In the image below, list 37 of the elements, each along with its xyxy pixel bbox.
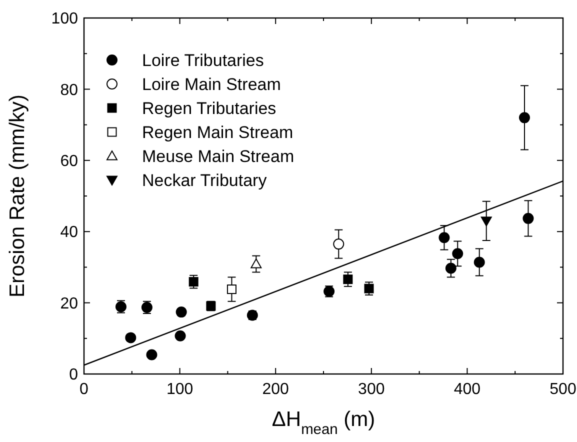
point <box>226 284 236 294</box>
point <box>250 258 262 268</box>
point <box>518 112 530 124</box>
point <box>364 284 374 294</box>
legend-label: Regen Tributaries <box>142 98 276 118</box>
point <box>438 232 450 244</box>
point <box>522 212 534 224</box>
y-tick-label: 60 <box>60 153 78 170</box>
x-tick-label: 300 <box>358 381 385 398</box>
point <box>474 256 485 268</box>
y-tick-label: 20 <box>60 295 78 312</box>
point <box>480 216 492 226</box>
y-axis-title: Erosion Rate (mm/ky) <box>6 94 29 298</box>
legend-label: Neckar Tributary <box>142 170 268 190</box>
y-tick-label: 80 <box>60 82 78 99</box>
x-axis-title: ΔH$_{mean}$ (m) <box>272 408 376 438</box>
x-tick-label: 200 <box>262 381 290 398</box>
legend-label: Regen Main Stream <box>142 122 294 142</box>
y-tick-label: 0 <box>69 366 78 384</box>
point <box>176 306 187 318</box>
x-tick-label: 0 <box>80 381 89 398</box>
point <box>333 238 344 250</box>
x-tick-label: 400 <box>454 381 481 398</box>
x-tick-label: 100 <box>166 381 194 398</box>
point <box>343 274 353 284</box>
legend-label: Meuse Main Stream <box>142 146 294 166</box>
y-tick-label: 40 <box>60 224 78 242</box>
legend-label: Loire Tributaries <box>142 50 264 70</box>
point <box>188 277 198 287</box>
point <box>174 330 186 342</box>
legend-label: Loire Main Stream <box>142 74 281 94</box>
point <box>146 349 158 360</box>
point <box>445 262 456 274</box>
y-tick-label: 100 <box>51 10 78 28</box>
point <box>452 248 464 260</box>
x-tick-label: 500 <box>550 381 576 398</box>
point <box>125 332 136 344</box>
